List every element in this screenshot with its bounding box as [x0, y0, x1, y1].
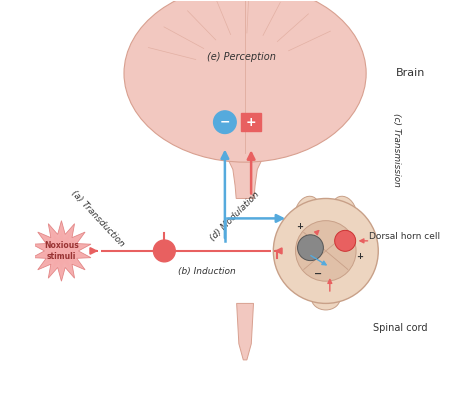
Circle shape — [335, 230, 356, 252]
Text: −: − — [219, 116, 230, 129]
Text: (a) Transduction: (a) Transduction — [69, 189, 126, 249]
Ellipse shape — [124, 0, 366, 162]
Ellipse shape — [295, 196, 320, 227]
Polygon shape — [225, 153, 265, 198]
Text: (e) Perception: (e) Perception — [207, 52, 275, 62]
Polygon shape — [237, 303, 254, 360]
Text: (d) Modulation: (d) Modulation — [209, 190, 261, 243]
Text: (b) Induction: (b) Induction — [178, 266, 236, 276]
FancyBboxPatch shape — [241, 113, 261, 131]
Text: Brain: Brain — [396, 68, 425, 78]
Ellipse shape — [332, 196, 356, 227]
Circle shape — [214, 111, 236, 134]
Text: +: + — [356, 252, 364, 262]
Circle shape — [295, 221, 356, 281]
Circle shape — [154, 240, 175, 262]
Text: (c) Transmission: (c) Transmission — [392, 113, 401, 187]
Text: Noxious
stimuli: Noxious stimuli — [44, 241, 79, 261]
Circle shape — [298, 235, 323, 261]
Polygon shape — [32, 221, 91, 281]
Text: Spinal cord: Spinal cord — [373, 323, 428, 333]
Text: +: + — [246, 116, 256, 129]
Text: Dorsal horn cell: Dorsal horn cell — [369, 232, 440, 241]
Circle shape — [273, 198, 378, 303]
Polygon shape — [42, 231, 81, 271]
Text: −: − — [314, 269, 323, 279]
Ellipse shape — [311, 286, 340, 310]
Polygon shape — [37, 226, 86, 276]
Polygon shape — [32, 221, 91, 281]
Text: +: + — [296, 222, 303, 231]
